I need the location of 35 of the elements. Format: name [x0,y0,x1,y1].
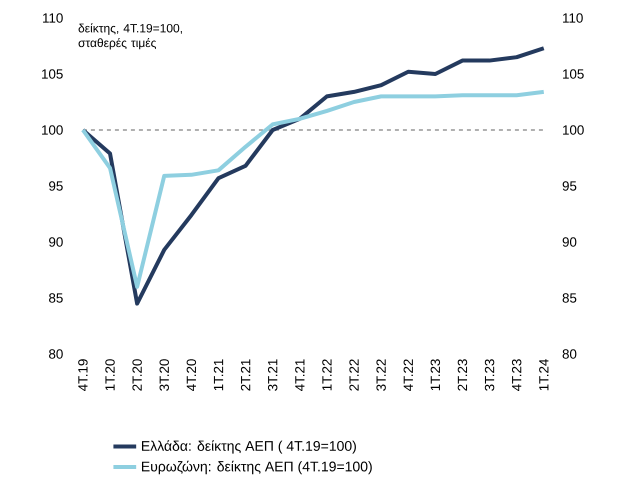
y-tick-label: 110 [43,13,63,23]
y-tick-label: 90 [49,237,63,247]
x-tick-label: 4Τ.23 [512,359,522,392]
y2-tick-label: 105 [563,69,584,79]
x-tick-label: 2Τ.20 [132,359,142,391]
y2-tick-label: 110 [563,13,583,23]
x-tick-label: 2Τ.22 [349,359,359,391]
y-tick-label: 95 [49,181,63,191]
y2-tick-label: 100 [563,125,584,135]
y-tick-label: 100 [42,125,63,135]
legend-label: Ελλάδα: δείκτης ΑΕΠ ( 4Τ.19=100) [142,440,356,454]
x-tick-label: 4Τ.20 [186,359,196,392]
x-tick-label: 1Τ.22 [322,359,332,390]
y2-tick-label: 85 [562,293,576,303]
y-tick-label: 85 [49,293,63,303]
x-tick-label: 4Τ.19 [78,359,88,392]
x-tick-label: 3Τ.21 [268,359,278,391]
x-tick-label: 1Τ.24 [539,359,548,390]
x-tick-label: 3Τ.20 [160,359,169,391]
x-tick-label: 1Τ.21 [214,359,224,390]
y-tick-label: 105 [42,69,63,79]
y2-tick-label: 80 [562,349,576,359]
x-tick-label: 4Τ.21 [295,359,304,392]
legend-label: Ευρωζώνη: δείκτης ΑΕΠ (4Τ.19=100) [142,460,372,474]
x-tick-label: 3Τ.23 [484,359,494,391]
x-tick-label: 1Τ.20 [105,359,115,390]
annotation: δείκτης, 4Τ.19=100, σταθερές τιμές [78,23,182,50]
y-tick-label: 80 [49,349,63,359]
x-tick-label: 2Τ.21 [240,359,250,391]
y2-tick-label: 90 [562,237,576,247]
x-tick-label: 3Τ.22 [376,359,386,391]
x-tick-label: 4Τ.22 [404,359,413,392]
y2-tick-label: 95 [562,181,576,191]
x-tick-label: 1Τ.23 [430,359,440,390]
x-tick-label: 2Τ.23 [458,359,468,391]
